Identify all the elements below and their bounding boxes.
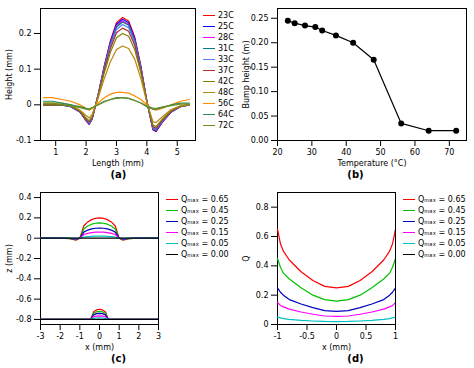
html-text:Qₘₐₓ = 0.15: Qₘₐₓ = 0.15: [418, 228, 466, 237]
svg-text:Height (mm): Height (mm): [5, 49, 14, 100]
svg-text:-0.8: -0.8: [16, 315, 32, 324]
html-text:Qₘₐₓ = 0.65: Qₘₐₓ = 0.65: [418, 195, 466, 204]
html-text:23C: 23C: [218, 11, 234, 20]
html-text:Qₘₐₓ = 0.05: Qₘₐₓ = 0.05: [418, 239, 466, 248]
html-text:Qₘₐₓ = 0.45: Qₘₐₓ = 0.45: [418, 206, 466, 215]
svg-text:0: 0: [97, 332, 102, 341]
svg-text:0.2: 0.2: [19, 29, 32, 38]
html-text:28C: 28C: [218, 33, 234, 42]
html-text:Qₘₐₓ = 0.05: Qₘₐₓ = 0.05: [181, 239, 229, 248]
svg-text:4: 4: [144, 148, 149, 157]
svg-text:Q: Q: [242, 255, 251, 261]
html-text:(d): (d): [347, 353, 364, 364]
svg-text:-1: -1: [274, 332, 282, 341]
svg-text:0.15: 0.15: [251, 63, 269, 72]
html-text:25C: 25C: [218, 22, 234, 31]
html-text:42C: 42C: [218, 77, 234, 86]
svg-text:-0.6: -0.6: [16, 295, 32, 304]
html-text:Qₘₐₓ = 0.65: Qₘₐₓ = 0.65: [181, 195, 229, 204]
html-text:31C: 31C: [218, 44, 234, 53]
svg-text:z (mm): z (mm): [5, 244, 14, 273]
svg-text:Bump height (m): Bump height (m): [242, 40, 251, 108]
svg-text:-3: -3: [37, 332, 45, 341]
svg-text:-0.1: -0.1: [16, 136, 32, 145]
html-text:(a): (a): [110, 169, 127, 180]
svg-text:0.20: 0.20: [251, 38, 269, 47]
svg-text:50: 50: [375, 148, 385, 157]
svg-text:x (mm): x (mm): [322, 343, 351, 352]
svg-text:1: 1: [393, 332, 398, 341]
html-text:33C: 33C: [218, 55, 234, 64]
html-text:(c): (c): [111, 353, 126, 364]
svg-text:0: 0: [334, 332, 339, 341]
svg-text:0.2: 0.2: [256, 291, 269, 300]
svg-text:0.5: 0.5: [360, 332, 373, 341]
svg-text:0.25: 0.25: [251, 14, 269, 23]
html-text:(b): (b): [347, 169, 364, 180]
html-text:56C: 56C: [218, 99, 234, 108]
svg-text:1: 1: [53, 148, 58, 157]
svg-text:x (mm): x (mm): [85, 343, 114, 352]
svg-text:0: 0: [26, 234, 31, 243]
svg-text:2: 2: [136, 332, 141, 341]
svg-text:-2: -2: [56, 332, 64, 341]
svg-text:Length (mm): Length (mm): [92, 159, 144, 168]
svg-text:3: 3: [156, 332, 161, 341]
svg-text:0: 0: [26, 100, 31, 109]
html-text:72C: 72C: [218, 121, 234, 130]
svg-text:0.2: 0.2: [19, 213, 32, 222]
svg-text:-0.2: -0.2: [16, 254, 32, 263]
svg-text:0.05: 0.05: [251, 112, 269, 121]
svg-text:0.4: 0.4: [256, 261, 269, 270]
svg-text:2: 2: [84, 148, 89, 157]
html-text:48C: 48C: [218, 88, 234, 97]
svg-text:0.6: 0.6: [256, 232, 269, 241]
html-text:Qₘₐₓ = 0.15: Qₘₐₓ = 0.15: [181, 228, 229, 237]
svg-text:20: 20: [272, 148, 282, 157]
html-text:Qₘₐₓ = 0.25: Qₘₐₓ = 0.25: [181, 217, 229, 226]
svg-text:0.10: 0.10: [251, 87, 269, 96]
svg-text:0: 0: [263, 320, 268, 329]
svg-text:-0.4: -0.4: [16, 274, 32, 283]
svg-text:0.4: 0.4: [19, 193, 32, 202]
html-text:64C: 64C: [218, 110, 234, 119]
svg-text:0.8: 0.8: [256, 203, 269, 212]
svg-text:70: 70: [444, 148, 454, 157]
svg-text:-1: -1: [76, 332, 84, 341]
svg-text:0.00: 0.00: [251, 136, 269, 145]
html-text:37C: 37C: [218, 66, 234, 75]
html-text:Qₘₐₓ = 0.25: Qₘₐₓ = 0.25: [418, 217, 466, 226]
html-text:Qₘₐₓ = 0.00: Qₘₐₓ = 0.00: [418, 250, 466, 259]
svg-text:60: 60: [410, 148, 420, 157]
svg-text:3: 3: [114, 148, 119, 157]
html-text:Qₘₐₓ = 0.45: Qₘₐₓ = 0.45: [181, 206, 229, 215]
svg-text:40: 40: [341, 148, 351, 157]
svg-text:Temperature (°C): Temperature (°C): [336, 159, 406, 168]
svg-text:30: 30: [307, 148, 317, 157]
svg-text:5: 5: [175, 148, 180, 157]
svg-text:0.1: 0.1: [19, 65, 32, 74]
svg-text:-0.5: -0.5: [299, 332, 315, 341]
svg-text:1: 1: [117, 332, 122, 341]
html-text:Qₘₐₓ = 0.00: Qₘₐₓ = 0.00: [181, 250, 229, 259]
